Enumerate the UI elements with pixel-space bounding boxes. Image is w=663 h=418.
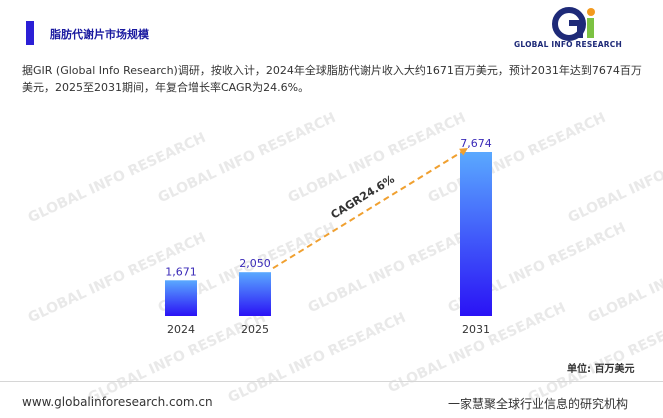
header-accent-bar (26, 21, 34, 45)
summary-line-2: 美元，2025至2031期间，年复合增长率CAGR为24.6%。 (22, 81, 310, 94)
x-tick-label-2024: 2024 (167, 323, 195, 336)
unit-label: 单位: 百万美元 (567, 364, 635, 375)
footer-slogan: 一家慧聚全球行业信息的研究机构 (448, 397, 629, 411)
footer-divider (0, 381, 663, 382)
x-tick-label-2031: 2031 (462, 323, 490, 336)
x-tick-label-2025: 2025 (241, 323, 269, 336)
summary-line-1: 据GIR (Global Info Research)调研，按收入计，2024年… (22, 64, 642, 77)
bar-2031 (460, 152, 492, 316)
footer-url-link[interactable]: www.globalinforesearch.com.cn (22, 395, 213, 409)
cagr-trend-line (272, 147, 469, 270)
data-label-2024: 1,671 (165, 265, 197, 278)
gir-logo-icon (552, 7, 595, 41)
data-label-2025: 2,050 (239, 257, 271, 270)
bar-2024 (165, 280, 197, 316)
bar-2025 (239, 272, 271, 316)
cagr-arrow-head-icon (459, 148, 468, 156)
logo-text: GLOBAL INFO RESEARCH (514, 40, 622, 49)
data-label-2031: 7,674 (460, 137, 492, 150)
summary-text: 据GIR (Global Info Research)调研，按收入计，2024年… (22, 62, 642, 96)
page-title: 脂肪代谢片市场规模 (50, 28, 149, 41)
